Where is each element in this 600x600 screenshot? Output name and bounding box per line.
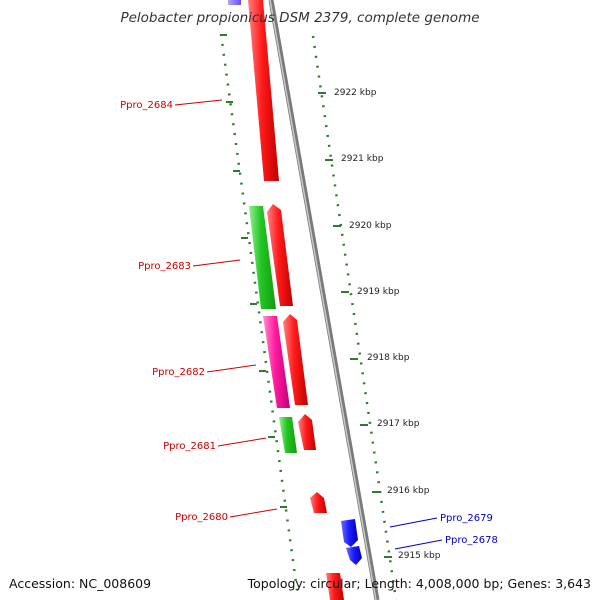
label-leaders xyxy=(174,99,443,550)
scale-label: 2922 kbp xyxy=(334,88,377,98)
purple-feature[interactable] xyxy=(228,0,241,5)
feature-ppro-2681[interactable] xyxy=(279,417,297,453)
genome-backbone-highlight xyxy=(269,0,377,600)
scale-label: 2919 kbp xyxy=(357,287,400,297)
gene-bottom-partial[interactable] xyxy=(326,573,344,600)
gene-ppro-2682[interactable] xyxy=(283,314,308,405)
scale-label: 2916 kbp xyxy=(387,486,430,496)
gene-label-ppro-2678[interactable]: Ppro_2678 xyxy=(445,535,498,546)
gene-label-ppro-2679[interactable]: Ppro_2679 xyxy=(440,513,493,524)
gene-ppro-2680[interactable] xyxy=(310,492,327,513)
right-ruler-ticks xyxy=(318,92,392,558)
gene-ppro-2678[interactable] xyxy=(346,546,362,565)
scale-label: 2917 kbp xyxy=(377,419,420,429)
gene-ppro-2684[interactable] xyxy=(248,0,279,181)
gene-label-ppro-2682[interactable]: Ppro_2682 xyxy=(152,367,205,378)
feature-ppro-2682[interactable] xyxy=(263,316,290,408)
scale-label: 2920 kbp xyxy=(349,221,392,231)
gene-ppro-2679[interactable] xyxy=(341,519,358,547)
gene-label-ppro-2684[interactable]: Ppro_2684 xyxy=(120,100,173,111)
scale-label: 2921 kbp xyxy=(341,154,384,164)
gene-ppro-2681[interactable] xyxy=(298,414,316,450)
gene-label-ppro-2680[interactable]: Ppro_2680 xyxy=(175,512,228,523)
gene-label-ppro-2683[interactable]: Ppro_2683 xyxy=(138,261,191,272)
scale-label: 2915 kbp xyxy=(398,551,441,561)
genome-summary-text: Topology: circular; Length: 4,008,000 bp… xyxy=(247,576,591,591)
feature-ppro-2683[interactable] xyxy=(249,206,276,309)
genome-backbone xyxy=(268,0,380,600)
map-title: Pelobacter propionicus DSM 2379, complet… xyxy=(120,10,480,26)
gene-ppro-2683[interactable] xyxy=(267,204,293,306)
accession-text: Accession: NC_008609 xyxy=(9,576,152,591)
gene-label-ppro-2681[interactable]: Ppro_2681 xyxy=(163,441,216,452)
left-ruler xyxy=(219,33,299,591)
scale-label: 2918 kbp xyxy=(367,353,410,363)
left-ruler-ticks xyxy=(220,34,287,508)
